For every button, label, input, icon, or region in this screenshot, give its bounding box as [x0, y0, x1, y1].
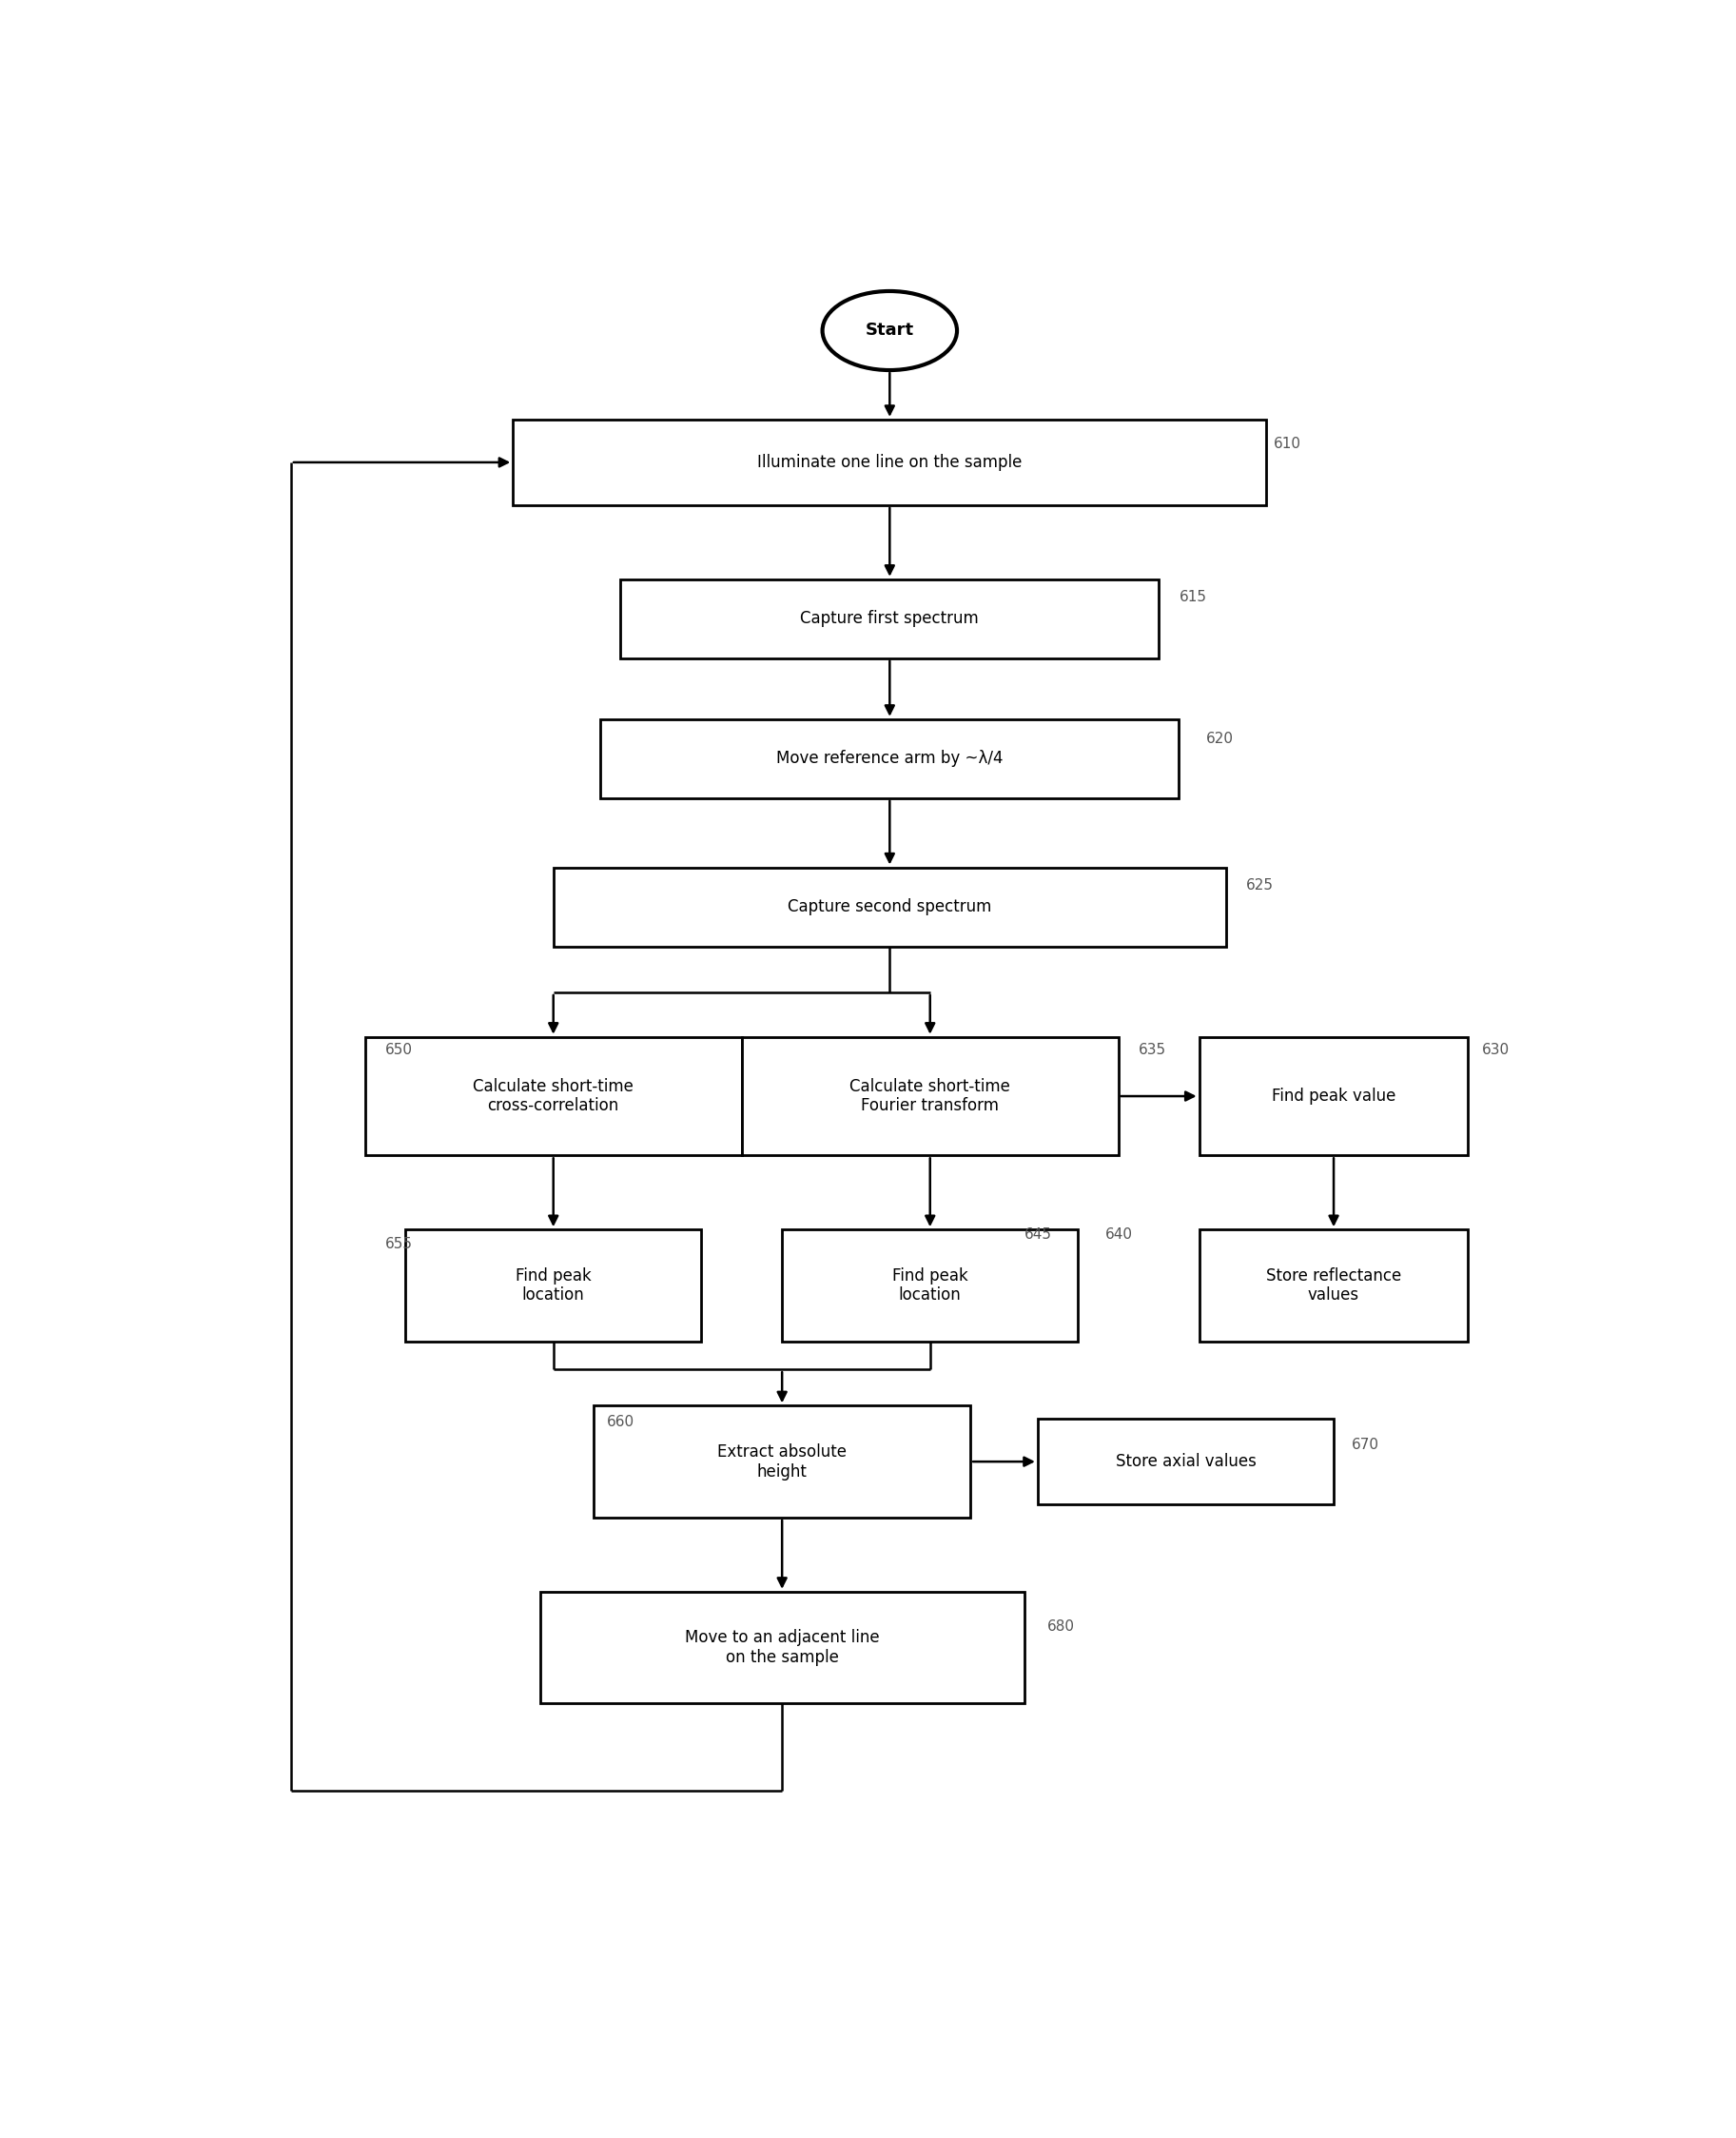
- Text: 640: 640: [1106, 1227, 1132, 1242]
- Text: Find peak
location: Find peak location: [516, 1268, 592, 1304]
- Text: 655: 655: [385, 1238, 413, 1251]
- Text: 645: 645: [1024, 1227, 1052, 1242]
- Text: Start: Start: [865, 323, 915, 340]
- Text: 625: 625: [1246, 879, 1274, 892]
- FancyBboxPatch shape: [406, 1229, 701, 1341]
- Text: 680: 680: [1047, 1618, 1075, 1633]
- Ellipse shape: [823, 291, 957, 370]
- FancyBboxPatch shape: [1038, 1420, 1333, 1505]
- Text: 615: 615: [1179, 590, 1207, 605]
- FancyBboxPatch shape: [601, 718, 1179, 797]
- Text: Capture first spectrum: Capture first spectrum: [800, 609, 979, 626]
- Text: Calculate short-time
cross-correlation: Calculate short-time cross-correlation: [472, 1078, 634, 1114]
- Text: Extract absolute
height: Extract absolute height: [717, 1443, 847, 1479]
- Text: Store axial values: Store axial values: [1115, 1454, 1257, 1471]
- Text: 630: 630: [1481, 1043, 1509, 1056]
- Text: Move reference arm by ~λ/4: Move reference arm by ~λ/4: [776, 750, 1003, 768]
- Text: 610: 610: [1272, 436, 1300, 451]
- Text: Capture second spectrum: Capture second spectrum: [788, 898, 991, 915]
- FancyBboxPatch shape: [512, 419, 1267, 505]
- Text: 660: 660: [608, 1415, 635, 1428]
- Text: Calculate short-time
Fourier transform: Calculate short-time Fourier transform: [849, 1078, 1010, 1114]
- FancyBboxPatch shape: [1200, 1229, 1469, 1341]
- FancyBboxPatch shape: [540, 1591, 1024, 1704]
- FancyBboxPatch shape: [1200, 1037, 1469, 1155]
- Text: Find peak
location: Find peak location: [892, 1268, 969, 1304]
- FancyBboxPatch shape: [781, 1229, 1078, 1341]
- FancyBboxPatch shape: [621, 579, 1160, 659]
- FancyBboxPatch shape: [365, 1037, 741, 1155]
- Text: 670: 670: [1351, 1439, 1378, 1452]
- FancyBboxPatch shape: [594, 1405, 970, 1518]
- Text: 650: 650: [385, 1043, 413, 1056]
- Text: Move to an adjacent line
on the sample: Move to an adjacent line on the sample: [684, 1629, 880, 1666]
- Text: 620: 620: [1207, 731, 1234, 746]
- Text: 635: 635: [1139, 1043, 1167, 1056]
- FancyBboxPatch shape: [554, 868, 1226, 947]
- Text: Store reflectance
values: Store reflectance values: [1266, 1268, 1401, 1304]
- Text: Illuminate one line on the sample: Illuminate one line on the sample: [757, 453, 1023, 470]
- FancyBboxPatch shape: [741, 1037, 1118, 1155]
- Text: Find peak value: Find peak value: [1272, 1088, 1396, 1105]
